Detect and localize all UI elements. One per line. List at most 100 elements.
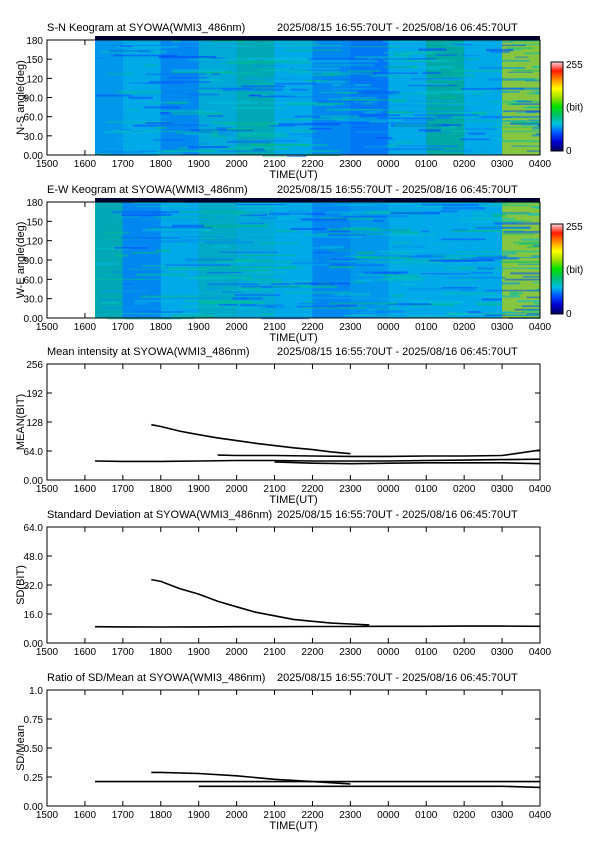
- keogram-streak: [335, 204, 375, 206]
- keogram-streak: [322, 79, 378, 81]
- keogram-streak: [248, 233, 298, 235]
- x-axis-label: TIME(UT): [269, 169, 317, 181]
- keogram-streak: [421, 273, 469, 275]
- keogram-streak: [203, 131, 239, 135]
- x-axis-label: TIME(UT): [269, 494, 317, 506]
- x-tick-label: 1600: [74, 322, 97, 333]
- chart-panel-3: Mean intensity at SYOWA(WMI3_486nm) 2025/…: [15, 346, 552, 506]
- keogram-streak: [526, 106, 540, 109]
- keogram-streak: [413, 114, 479, 116]
- keogram-streak: [184, 258, 235, 261]
- keogram-streak: [350, 281, 365, 283]
- y-axis-label: SD(BIT): [15, 565, 27, 605]
- keogram-streak: [393, 54, 409, 56]
- keogram-streak: [350, 258, 369, 261]
- keogram-streak: [533, 302, 540, 305]
- keogram-streak: [177, 262, 242, 265]
- keogram-streak: [452, 261, 493, 263]
- keogram-streak: [402, 79, 463, 81]
- keogram-streak: [294, 43, 320, 45]
- keogram-streak: [261, 102, 317, 104]
- keogram-streak: [472, 226, 502, 228]
- keogram-streak: [303, 233, 328, 237]
- keogram-streak: [451, 228, 469, 231]
- keogram-streak: [115, 254, 129, 257]
- keogram-streak: [101, 91, 121, 93]
- y-tick-label: 150: [26, 55, 43, 66]
- x-tick-label: 0300: [491, 322, 514, 333]
- keogram-streak: [175, 239, 207, 242]
- keogram-streak: [359, 311, 375, 313]
- keogram-streak: [470, 93, 486, 95]
- colorbar-max-label: 255: [566, 60, 583, 71]
- x-tick-label: 0400: [529, 810, 552, 821]
- keogram-streak: [287, 210, 310, 213]
- keogram-streak: [343, 314, 369, 317]
- keogram-streak: [336, 92, 364, 94]
- x-tick-label: 1900: [188, 484, 211, 495]
- x-tick-label: 2300: [339, 810, 362, 821]
- plot-frame: [46, 201, 541, 319]
- keogram-streak: [215, 127, 233, 129]
- keogram-streak: [530, 205, 540, 209]
- x-tick-label: 2200: [301, 322, 324, 333]
- keogram-streak: [507, 71, 534, 73]
- keogram-streak: [293, 67, 340, 70]
- keogram-streak: [384, 104, 451, 107]
- keogram-streak: [517, 100, 533, 103]
- keogram-streak: [279, 118, 344, 121]
- keogram-streak: [128, 96, 153, 99]
- keogram-streak: [514, 308, 540, 311]
- keogram-streak: [386, 117, 450, 120]
- keogram-streak: [521, 124, 540, 126]
- x-tick-label: 2300: [339, 159, 362, 170]
- keogram-streak: [502, 252, 517, 255]
- keogram-streak: [135, 240, 195, 243]
- keogram-streak: [266, 80, 281, 82]
- y-axis-label: MEAN(BIT): [15, 394, 27, 450]
- keogram-streak: [422, 71, 441, 75]
- chart-title: S-N Keogram at SYOWA(WMI3_486nm): [47, 22, 245, 34]
- keogram-streak: [412, 300, 466, 304]
- x-tick-label: 1500: [36, 810, 59, 821]
- keogram-streak: [207, 72, 260, 74]
- keogram-streak: [228, 273, 286, 275]
- y-axis-label: N-S angle(deg): [15, 60, 27, 135]
- keogram-streak: [234, 146, 299, 149]
- keogram-streak: [473, 295, 520, 298]
- keogram-streak: [274, 82, 318, 85]
- keogram-streak: [370, 254, 402, 257]
- keogram-streak: [216, 260, 273, 262]
- keogram-streak: [506, 47, 534, 49]
- keogram-streak: [441, 126, 457, 129]
- keogram-streak: [531, 128, 540, 130]
- keogram-streak: [131, 252, 159, 254]
- y-tick-label: 0.00: [24, 802, 44, 813]
- x-tick-label: 0000: [377, 322, 400, 333]
- keogram-streak: [182, 239, 243, 241]
- keogram-streak: [196, 89, 245, 92]
- keogram-streak: [510, 272, 540, 275]
- keogram-streak: [505, 227, 527, 229]
- keogram-streak: [443, 150, 473, 152]
- keogram-streak: [168, 267, 210, 271]
- x-tick-label: 2000: [225, 647, 248, 658]
- keogram-streak: [138, 150, 164, 152]
- keogram-streak: [515, 111, 537, 114]
- x-tick-label: 1500: [36, 159, 59, 170]
- keogram-streak: [322, 72, 374, 75]
- keogram-streak: [129, 130, 146, 133]
- colorbar-gradient: [550, 61, 564, 152]
- keogram-streak: [418, 102, 483, 105]
- keogram-streak: [195, 110, 221, 113]
- x-tick-label: 1700: [112, 484, 135, 495]
- keogram-streak: [258, 94, 269, 97]
- y-tick-label: 90.0: [24, 94, 44, 105]
- x-tick-label: 2300: [339, 484, 362, 495]
- keogram-streak: [495, 311, 511, 313]
- chart-title: Ratio of SD/Mean at SYOWA(WMI3_486nm): [47, 672, 265, 684]
- keogram-streak: [209, 101, 258, 104]
- keogram-streak: [238, 100, 250, 102]
- keogram-streak: [515, 78, 540, 81]
